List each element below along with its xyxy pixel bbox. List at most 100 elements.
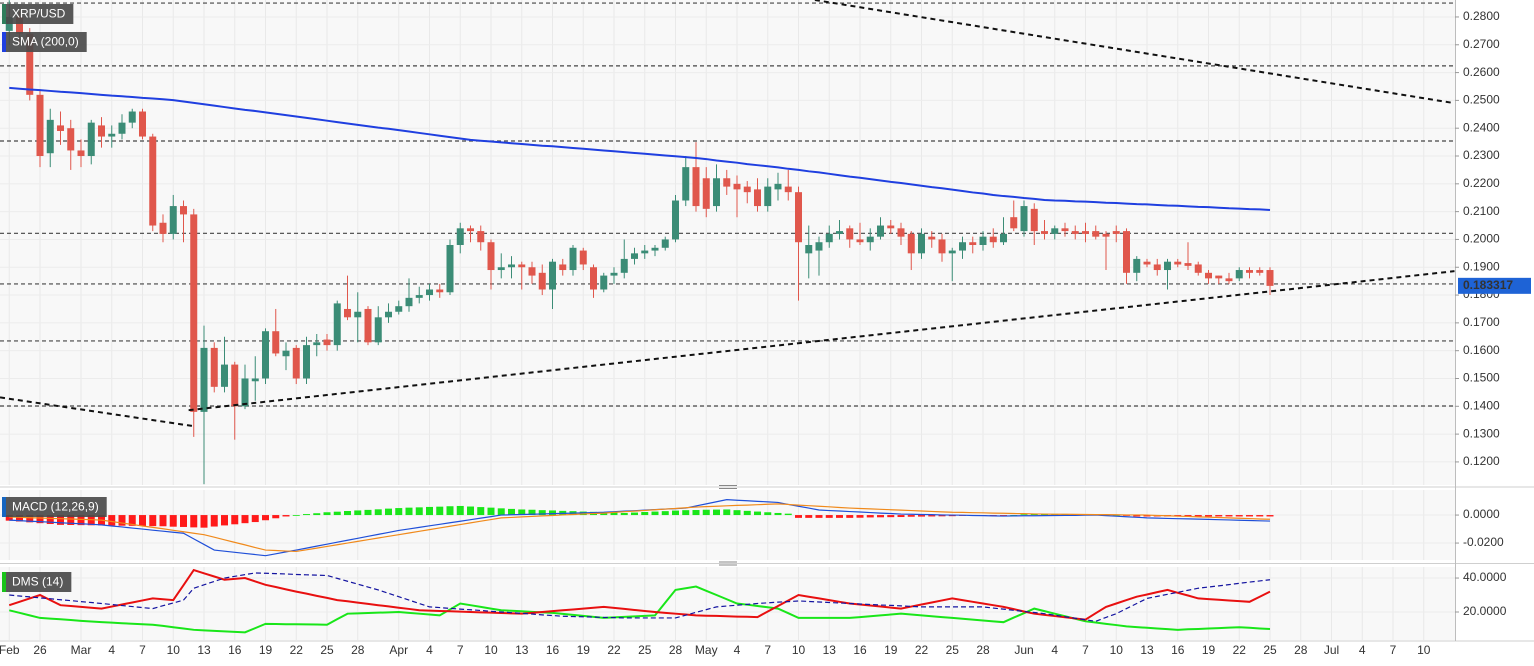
indicator-line: [9, 503, 1271, 553]
x-tick-label: 25: [320, 643, 334, 657]
candle-body: [1205, 272, 1212, 279]
candle-body: [1256, 270, 1264, 273]
candle-body: [1123, 231, 1130, 273]
candle-body: [67, 128, 75, 151]
x-tick-label: 16: [228, 643, 242, 657]
candle-body: [467, 228, 474, 232]
x-tick-label: 7: [1390, 643, 1397, 657]
candle-body: [805, 245, 813, 254]
candle-body: [600, 275, 608, 290]
x-tick-label: 25: [1263, 643, 1277, 657]
histogram-bar: [610, 512, 618, 516]
histogram-bar: [77, 515, 85, 526]
candle-body: [538, 272, 546, 290]
histogram-bar: [682, 510, 690, 516]
histogram-bar: [426, 506, 433, 516]
x-tick-label: 16: [1171, 643, 1185, 657]
histogram-bar: [887, 515, 895, 518]
candle-body: [497, 267, 505, 271]
badge-label: XRP/USD: [12, 7, 66, 21]
candle-body: [631, 253, 638, 259]
histogram-bar: [702, 509, 710, 516]
histogram-bar: [467, 506, 474, 516]
indicator-badge: DMS (14): [2, 572, 72, 592]
histogram-bar: [1246, 515, 1253, 517]
y-tick-label: 0.1600: [1463, 343, 1500, 357]
x-tick-label: Jun: [1014, 643, 1033, 657]
histogram-bar: [26, 515, 34, 523]
histogram-bar: [672, 510, 679, 516]
last-price-box: [1458, 277, 1531, 294]
x-tick-label: 26: [33, 643, 47, 657]
candle-body: [426, 289, 433, 296]
candle-body: [1051, 228, 1059, 234]
indicator-badge: SMA (200,0): [2, 32, 87, 52]
histogram-bar: [190, 515, 198, 528]
histogram-bar: [251, 515, 259, 523]
macd-pane: [0, 490, 1455, 560]
histogram-bar: [272, 515, 280, 519]
histogram-bar: [57, 515, 64, 525]
candle-body: [651, 247, 659, 251]
x-tick-label: 4: [108, 643, 115, 657]
histogram-bar: [405, 507, 413, 516]
histogram-bar: [108, 515, 116, 526]
candle-body: [1225, 278, 1233, 282]
candle-body: [979, 236, 987, 246]
candle-body: [795, 192, 802, 243]
histogram-bar: [303, 514, 310, 516]
candle-body: [989, 236, 997, 243]
candle-body: [251, 378, 259, 382]
candle-body: [764, 186, 772, 207]
y-tick-label: 0.1900: [1463, 259, 1500, 273]
x-tick-label: 22: [1233, 643, 1247, 657]
histogram-bar: [374, 509, 382, 516]
x-tick-label: 19: [884, 643, 898, 657]
candle-body: [272, 331, 280, 354]
x-tick-label: 4: [426, 643, 433, 657]
histogram-bar: [118, 515, 126, 526]
candle-body: [385, 311, 392, 318]
histogram-bar: [907, 515, 915, 517]
candle-body: [108, 133, 116, 137]
pane-handle[interactable]: [719, 561, 737, 566]
candle-body: [743, 186, 751, 193]
candle-body: [1020, 206, 1028, 232]
histogram-bar: [692, 510, 700, 516]
candle-body: [579, 250, 587, 265]
candle-body: [620, 258, 628, 273]
histogram-bar: [415, 507, 423, 516]
candle-body: [877, 225, 884, 237]
candle-body: [323, 339, 331, 346]
x-tick-label: 4: [1359, 643, 1366, 657]
candle-body: [1143, 261, 1151, 265]
badge-color-bar: [2, 572, 6, 592]
histogram-bar: [262, 515, 269, 521]
x-tick-label: 19: [259, 643, 273, 657]
y-tick-label: 0.1300: [1463, 426, 1500, 440]
candle-body: [1102, 233, 1110, 237]
histogram-bar: [364, 509, 372, 516]
histogram-bar: [323, 512, 331, 516]
candle-body: [1010, 217, 1018, 229]
histogram-bar: [774, 512, 782, 516]
candle-body: [836, 231, 843, 234]
histogram-bar: [456, 505, 464, 516]
histogram-bar: [221, 515, 228, 526]
x-tick-label: 10: [167, 643, 181, 657]
pane-handle[interactable]: [719, 485, 737, 489]
indicator-line: [9, 572, 1271, 622]
candle-body: [477, 231, 485, 243]
candle-body: [231, 364, 239, 407]
histogram-bar: [139, 515, 146, 526]
candle-body: [344, 308, 351, 318]
candle-body: [1030, 208, 1038, 232]
histogram-bar: [333, 511, 341, 516]
x-tick-label: 16: [853, 643, 867, 657]
histogram-bar: [651, 511, 659, 516]
y-tick-label: 0.2600: [1463, 65, 1500, 79]
candle-body: [1061, 228, 1069, 232]
candle-body: [528, 267, 536, 276]
badge-background: [2, 4, 74, 24]
y-tick-label: 0.2200: [1463, 176, 1500, 190]
